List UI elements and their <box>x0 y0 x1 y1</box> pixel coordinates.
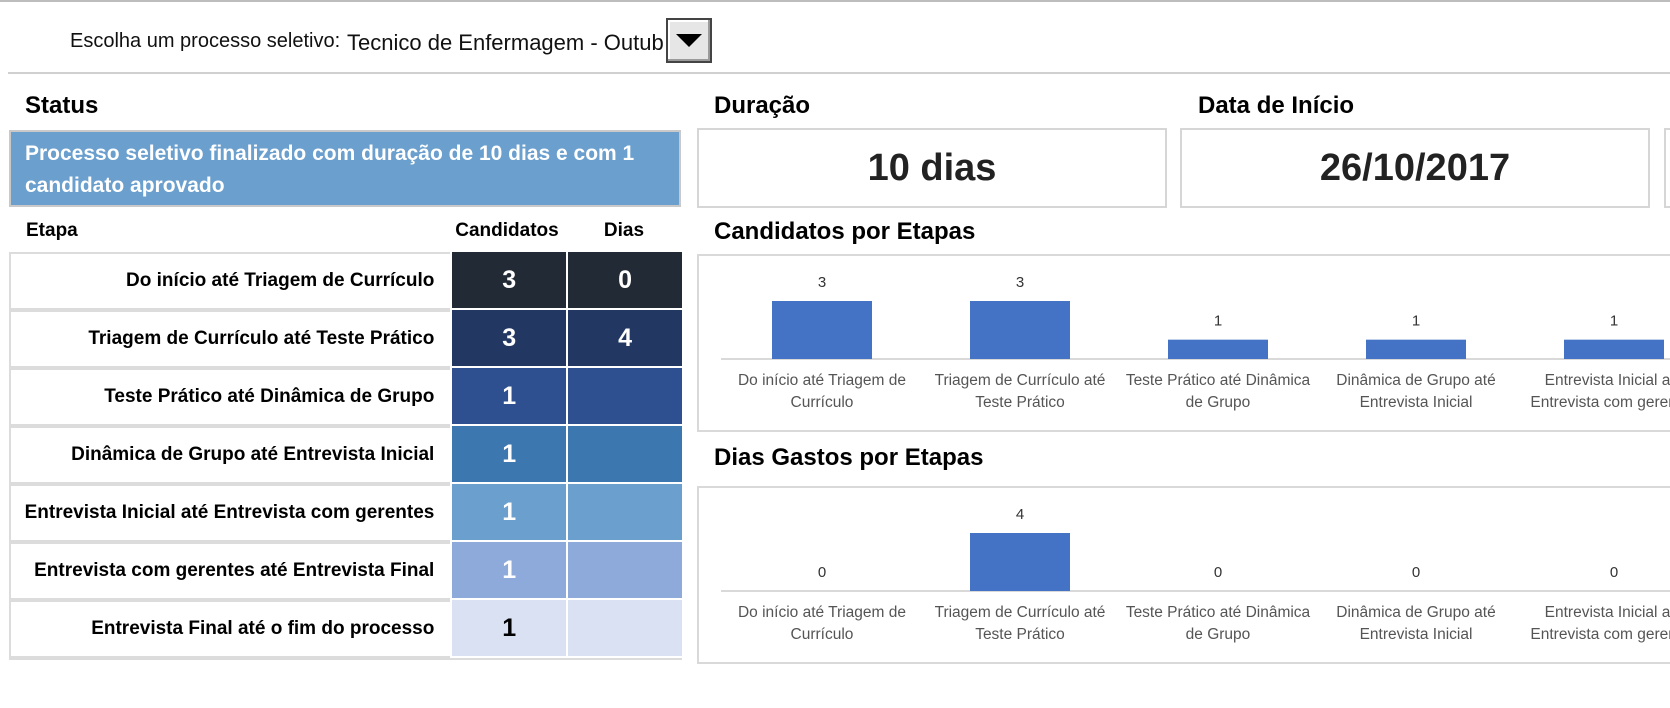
data-inicio-title: Data de Início <box>1198 92 1355 119</box>
header-dias: Dias <box>603 220 645 241</box>
category-label: Entrevista Inicial até <box>1545 604 1670 621</box>
chart1-title: Candidatos por Etapas <box>714 218 976 245</box>
duracao-title: Duração <box>714 92 811 119</box>
selector-label: Escolha um processo seletivo: <box>70 30 341 52</box>
data-label: 0 <box>818 564 826 581</box>
dias-chart: 0 Do início até Triagem de Currículo 4 Triag… <box>697 486 1670 664</box>
stage-name: Triagem de Currículo até Teste Prático <box>9 310 451 368</box>
process-select-value[interactable]: Tecnico de Enfermagem - Outubro <box>347 30 665 55</box>
category-label: Dinâmica de Grupo até <box>1336 372 1495 389</box>
data-label: 0 <box>1412 564 1420 581</box>
category-label: Entrevista Inicial <box>1360 626 1473 643</box>
divider <box>8 72 1670 74</box>
category-label: Triagem de Currículo até <box>935 372 1106 389</box>
table-row: Dinâmica de Grupo até Entrevista Inicial… <box>9 426 682 484</box>
data-label: 1 <box>1610 313 1618 330</box>
bar <box>772 301 872 359</box>
data-label: 4 <box>1016 506 1024 523</box>
data-label: 0 <box>1214 564 1222 581</box>
table-row: Entrevista Inicial até Entrevista com ge… <box>9 484 682 542</box>
candidatos-cell: 1 <box>450 484 567 542</box>
dias-cell <box>566 426 682 484</box>
header-candidatos: Candidatos <box>455 220 559 241</box>
header-etapa: Etapa <box>26 220 78 241</box>
category-label: Teste Prático até Dinâmica <box>1126 372 1311 389</box>
candidatos-chart-svg: 3 Do início até Triagem de Currículo 3 Triag… <box>721 274 1670 411</box>
category-label: Entrevista Inicial até <box>1545 372 1670 389</box>
table-row: Entrevista Final até o fim do processo 1 <box>9 600 682 658</box>
dias-cell: 0 <box>566 252 682 310</box>
category-label: Teste Prático <box>975 394 1065 411</box>
bar <box>1366 339 1466 359</box>
dias-cell <box>566 368 682 426</box>
dias-cell <box>566 542 682 600</box>
category-label: de Grupo <box>1186 394 1251 411</box>
category-label: Entrevista com gerentes <box>1530 626 1670 643</box>
data-label: 0 <box>1610 564 1618 581</box>
bar <box>1168 339 1268 359</box>
category-label: Currículo <box>791 626 854 643</box>
triangle-down-icon <box>676 34 702 47</box>
category-label: Do início até Triagem de <box>738 372 906 389</box>
data-label: 1 <box>1412 313 1420 330</box>
candidatos-cell: 1 <box>450 542 567 600</box>
data-label: 3 <box>818 274 826 291</box>
category-label: Currículo <box>791 394 854 411</box>
top-border <box>0 0 1670 2</box>
data-inicio-value: 26/10/2017 <box>1180 128 1650 208</box>
dropdown-button[interactable] <box>666 18 712 63</box>
stage-name: Entrevista com gerentes até Entrevista F… <box>9 542 451 600</box>
dias-cell: 4 <box>566 310 682 368</box>
candidatos-chart: 3 Do início até Triagem de Currículo 3 Triag… <box>697 254 1670 432</box>
table-row: Teste Prático até Dinâmica de Grupo 1 <box>9 368 682 426</box>
table-row: Triagem de Currículo até Teste Prático 3… <box>9 310 682 368</box>
table-row: Do início até Triagem de Currículo 3 0 <box>9 252 682 310</box>
status-message: Processo seletivo finalizado com duração… <box>9 130 681 207</box>
category-label: Dinâmica de Grupo até <box>1336 604 1495 621</box>
bar <box>970 301 1070 359</box>
stage-name: Entrevista Final até o fim do processo <box>9 600 451 658</box>
category-label: Do início até Triagem de <box>738 604 906 621</box>
candidatos-cell: 3 <box>450 310 567 368</box>
category-label: de Grupo <box>1186 626 1251 643</box>
candidatos-cell: 1 <box>450 426 567 484</box>
stage-name: Dinâmica de Grupo até Entrevista Inicial <box>9 426 451 484</box>
status-title: Status <box>25 92 99 119</box>
category-label: Teste Prático <box>975 626 1065 643</box>
candidatos-cell: 3 <box>450 252 567 310</box>
candidatos-cell: 1 <box>450 600 567 658</box>
chart2-title: Dias Gastos por Etapas <box>714 444 984 471</box>
data-label: 3 <box>1016 274 1024 291</box>
category-label: Entrevista Inicial <box>1360 394 1473 411</box>
dias-chart-svg: 0 Do início até Triagem de Currículo 4 Triag… <box>721 506 1670 643</box>
stage-name: Teste Prático até Dinâmica de Grupo <box>9 368 451 426</box>
stage-table: Do início até Triagem de Currículo 3 0 T… <box>9 252 682 660</box>
table-row: Entrevista com gerentes até Entrevista F… <box>9 542 682 600</box>
category-label: Teste Prático até Dinâmica <box>1126 604 1311 621</box>
extra-kpi-box <box>1664 128 1670 208</box>
data-label: 1 <box>1214 313 1222 330</box>
stage-name: Do início até Triagem de Currículo <box>9 252 451 310</box>
category-label: Entrevista com gerentes <box>1530 394 1670 411</box>
bar <box>1564 339 1664 359</box>
dias-cell <box>566 484 682 542</box>
dias-cell <box>566 600 682 658</box>
category-label: Triagem de Currículo até <box>935 604 1106 621</box>
bar <box>970 533 1070 591</box>
stage-name: Entrevista Inicial até Entrevista com ge… <box>9 484 451 542</box>
duracao-value: 10 dias <box>697 128 1167 208</box>
candidatos-cell: 1 <box>450 368 567 426</box>
